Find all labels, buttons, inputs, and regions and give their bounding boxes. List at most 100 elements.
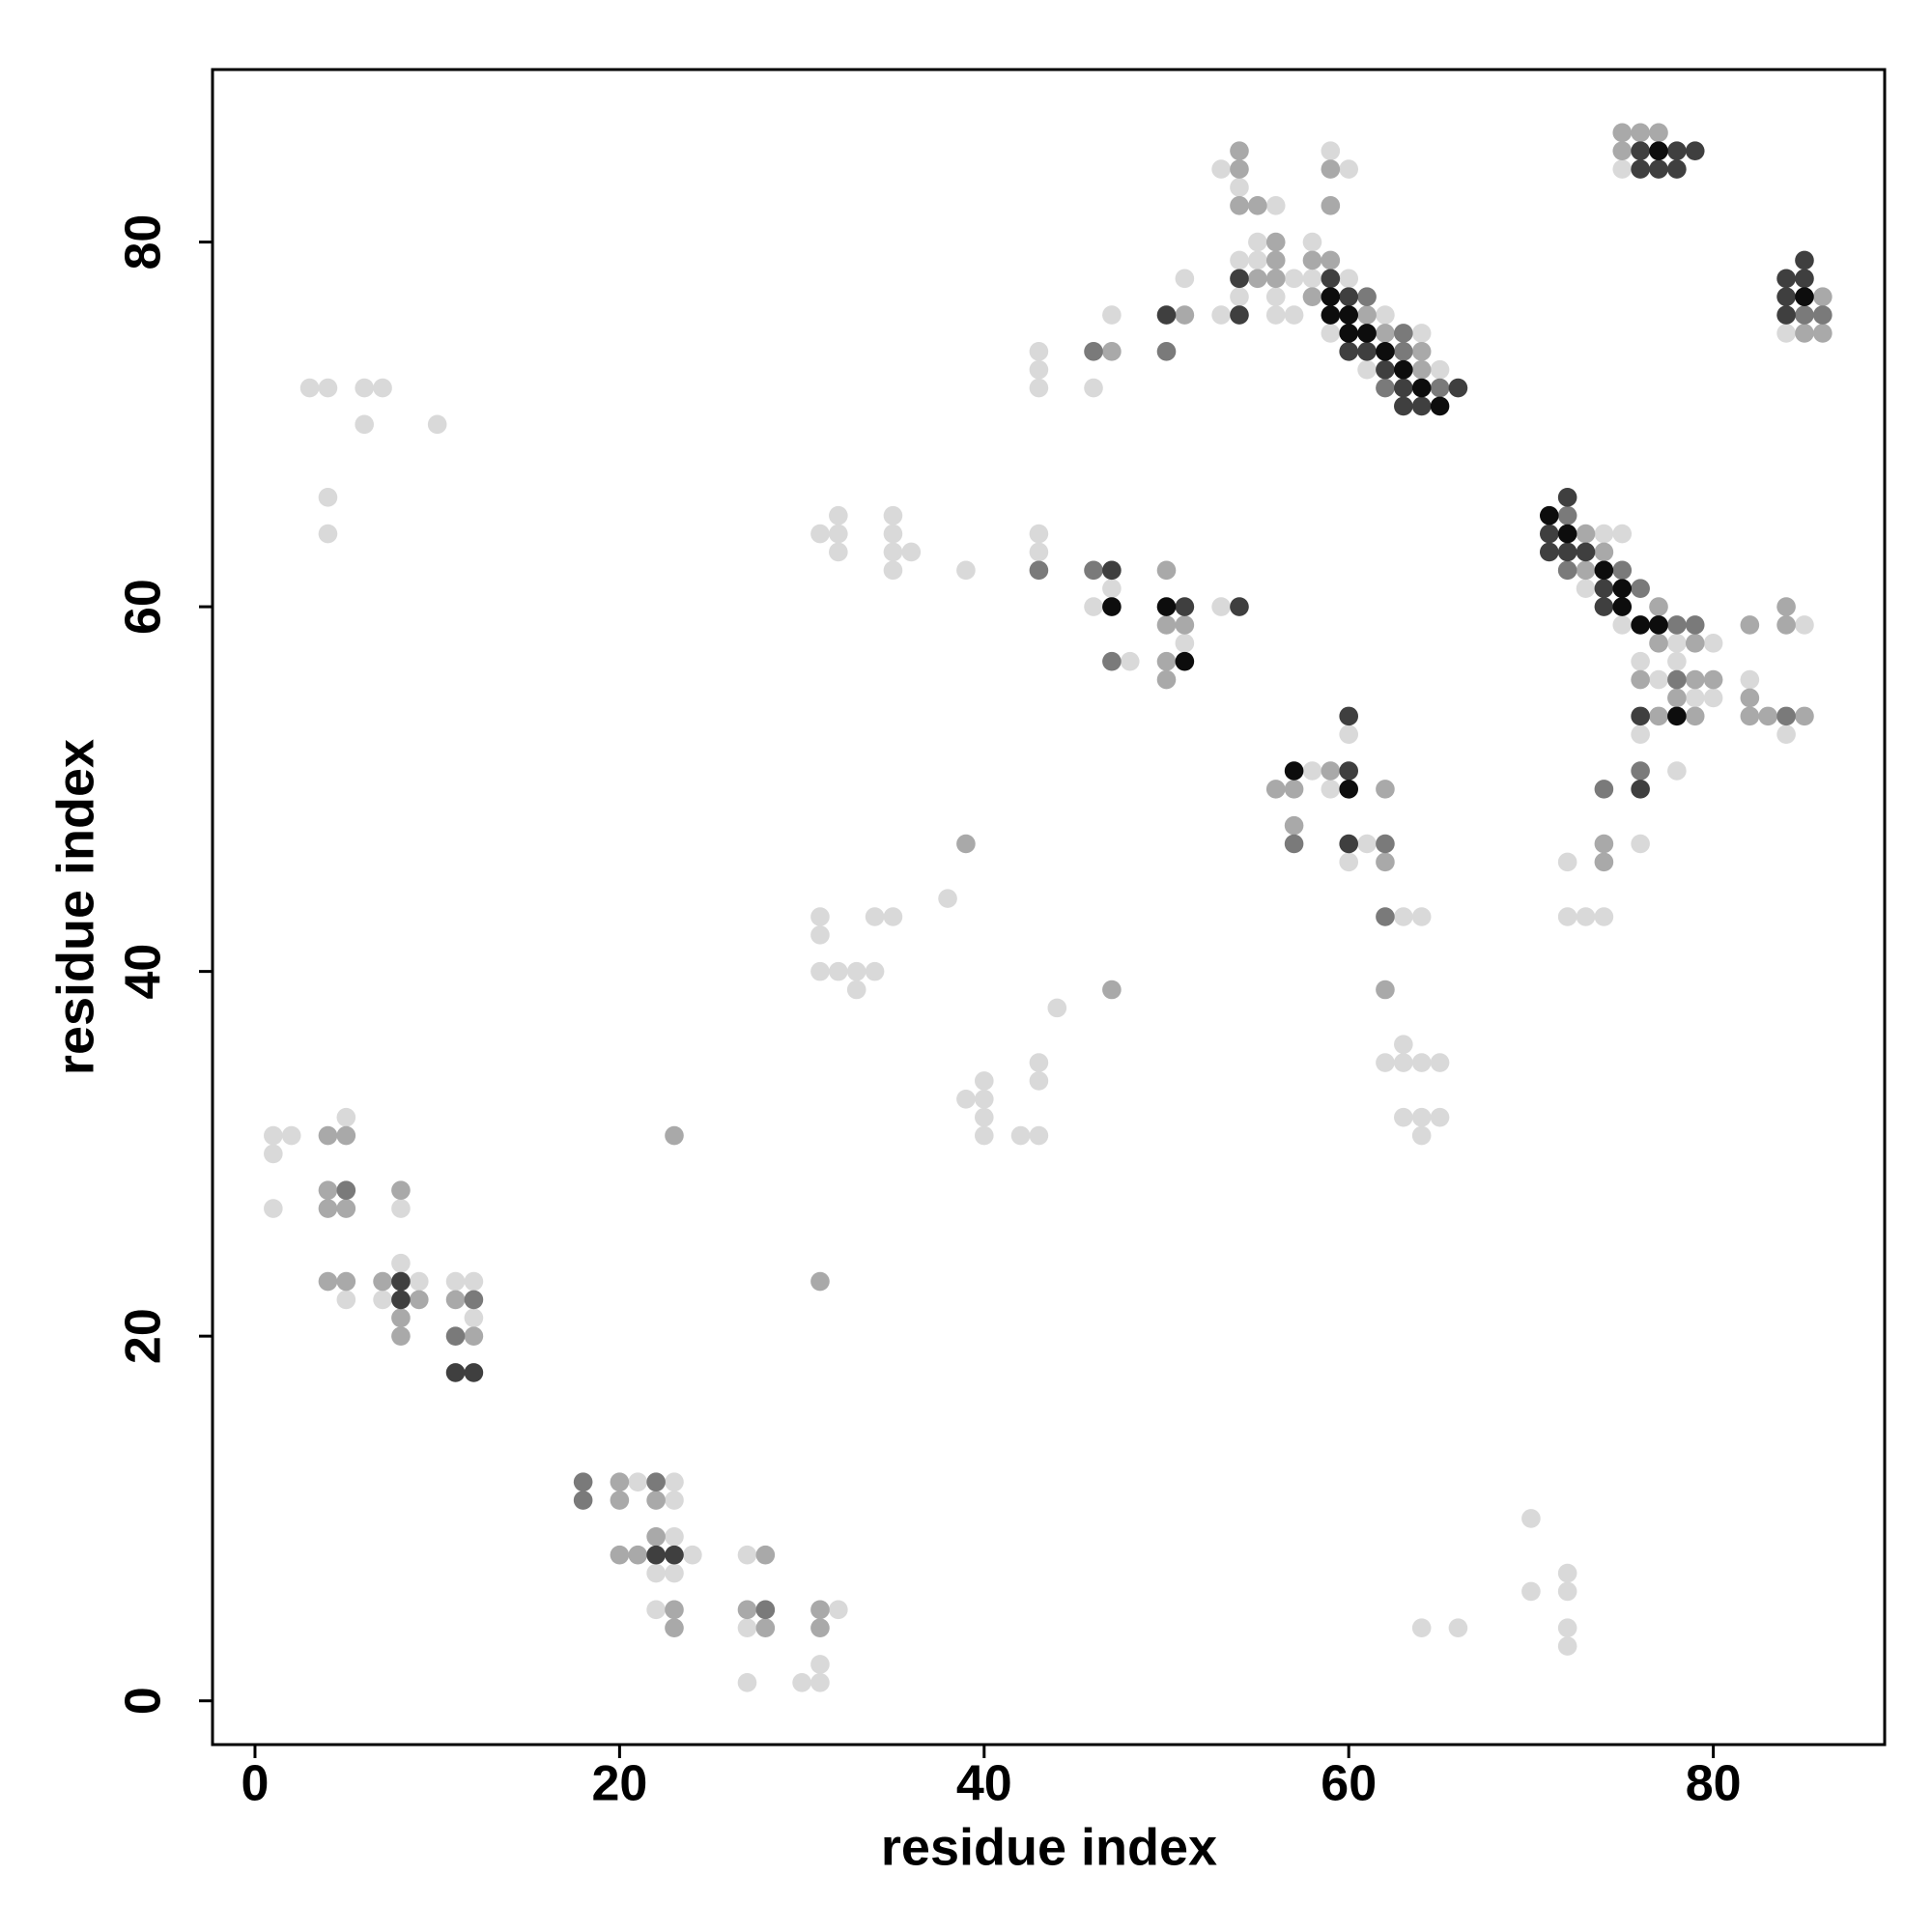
point: [1795, 287, 1814, 307]
point: [1230, 287, 1249, 307]
point: [829, 1600, 848, 1620]
point: [1649, 159, 1668, 179]
point: [1557, 1581, 1577, 1602]
point: [1265, 250, 1286, 270]
point: [1265, 305, 1286, 325]
point: [1376, 324, 1395, 343]
point: [1376, 305, 1395, 325]
point: [1795, 706, 1814, 726]
point: [1612, 560, 1633, 581]
point: [1376, 852, 1395, 872]
point: [883, 560, 903, 581]
point: [1394, 324, 1413, 343]
point: [865, 961, 885, 981]
point: [1376, 834, 1395, 854]
point: [1649, 706, 1668, 726]
point: [1557, 1563, 1577, 1583]
point: [829, 542, 848, 562]
point: [318, 1199, 338, 1218]
point: [1667, 634, 1687, 653]
point: [956, 1089, 976, 1109]
point: [1776, 305, 1796, 325]
point: [1776, 706, 1796, 726]
point: [1321, 780, 1341, 799]
point: [1649, 669, 1668, 690]
point: [1631, 706, 1650, 726]
point: [1302, 250, 1322, 270]
point: [1284, 269, 1304, 289]
point: [737, 1545, 757, 1565]
point: [974, 1089, 994, 1109]
point: [1029, 1053, 1049, 1072]
point: [1557, 542, 1577, 562]
point: [1120, 651, 1140, 671]
point: [1230, 305, 1249, 325]
y-tick-label: 40: [116, 944, 172, 1000]
point: [810, 925, 830, 945]
point: [810, 907, 830, 926]
point: [810, 1271, 830, 1292]
point: [1576, 907, 1596, 926]
point: [1211, 159, 1231, 179]
point: [1685, 615, 1705, 635]
point: [1813, 324, 1833, 343]
point: [1321, 324, 1341, 343]
point: [1248, 196, 1267, 215]
point: [1084, 597, 1103, 616]
point: [464, 1363, 484, 1382]
point: [665, 1563, 684, 1583]
point: [1084, 342, 1103, 361]
point: [846, 961, 867, 981]
point: [810, 1673, 830, 1692]
point: [573, 1472, 593, 1492]
point: [1557, 852, 1577, 872]
point: [1339, 706, 1359, 726]
point: [1376, 907, 1395, 926]
point: [1175, 651, 1195, 671]
point: [665, 1472, 684, 1492]
point: [318, 488, 338, 507]
point: [464, 1308, 484, 1328]
point: [1102, 305, 1122, 325]
point: [1265, 269, 1286, 289]
point: [1156, 651, 1177, 671]
point: [755, 1600, 776, 1620]
point: [1230, 141, 1249, 160]
point: [1339, 852, 1359, 872]
point: [865, 907, 885, 926]
point: [1156, 560, 1177, 581]
point: [610, 1472, 630, 1492]
point: [1594, 907, 1614, 926]
point: [1339, 342, 1359, 361]
point: [1084, 378, 1103, 398]
point: [391, 1290, 411, 1310]
point: [1594, 597, 1614, 616]
point: [391, 1308, 411, 1328]
point: [1047, 998, 1067, 1018]
point: [974, 1071, 994, 1091]
point: [883, 907, 903, 926]
point: [427, 414, 447, 435]
point: [1776, 269, 1796, 289]
point: [1357, 342, 1377, 361]
point: [1740, 706, 1760, 726]
point: [1557, 560, 1577, 581]
point: [1376, 378, 1395, 398]
x-tick-label: 20: [591, 1756, 647, 1812]
point: [445, 1363, 466, 1382]
point: [1230, 250, 1249, 270]
point: [1612, 579, 1633, 599]
point: [646, 1545, 666, 1565]
point: [646, 1527, 666, 1547]
point: [1631, 651, 1650, 671]
point: [1612, 123, 1633, 143]
point: [318, 378, 338, 398]
point: [1156, 615, 1177, 635]
point: [1156, 342, 1177, 361]
point: [464, 1271, 484, 1292]
point: [1102, 560, 1122, 581]
point: [1029, 524, 1049, 544]
point: [810, 1618, 830, 1637]
x-tick-label: 60: [1321, 1756, 1377, 1812]
